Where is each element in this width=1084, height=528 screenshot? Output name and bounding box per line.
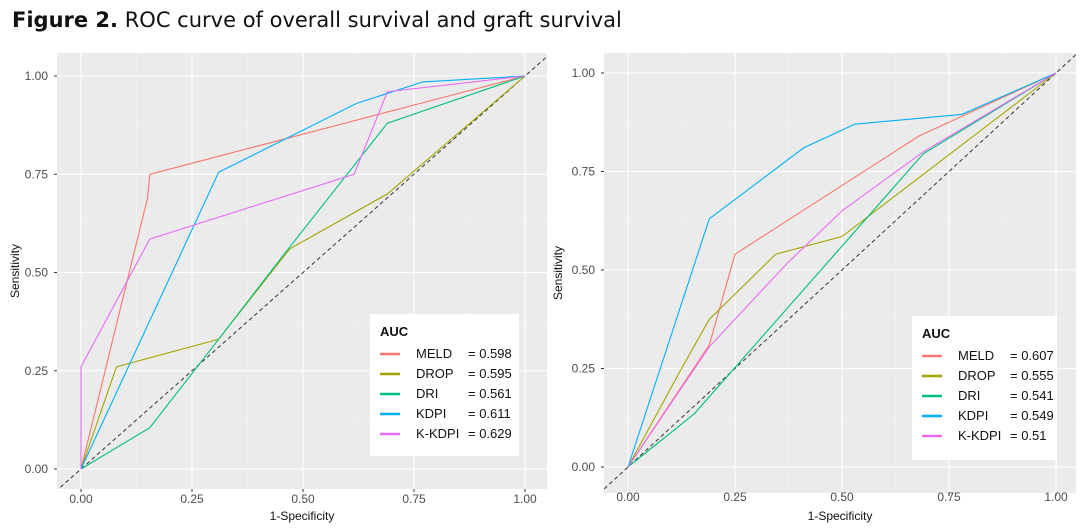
- legend-name: DROP: [958, 368, 996, 383]
- legend-name: MELD: [416, 346, 452, 361]
- series-line-dri: [627, 72, 1057, 468]
- plot-lines: [604, 53, 1076, 490]
- y-tick-label: 1.00: [25, 69, 49, 83]
- series-line-k-kdpi: [80, 75, 526, 469]
- reference-diagonal: [604, 53, 1076, 490]
- x-tick-label: 1.00: [1044, 490, 1068, 504]
- series-line-k-kdpi: [627, 72, 1057, 468]
- x-tick-label: 0.50: [291, 492, 315, 506]
- legend-name: DRI: [958, 388, 980, 403]
- legend-title: AUC: [380, 324, 409, 339]
- y-axis-label: Sensitivity: [8, 244, 22, 298]
- legend-auc-value: = 0.595: [468, 366, 512, 381]
- y-tick-label: 0.75: [25, 167, 49, 181]
- x-tick-label: 0.75: [937, 490, 961, 504]
- series-line-meld: [627, 72, 1057, 468]
- legend-auc-value: = 0.561: [468, 386, 512, 401]
- legend-auc-value: = 0.598: [468, 346, 512, 361]
- series-line-kdpi: [80, 75, 526, 470]
- legend-box: [370, 314, 519, 456]
- series-line-drop: [627, 72, 1057, 468]
- x-tick-label: 0.00: [616, 490, 640, 504]
- series-line-drop: [80, 75, 526, 470]
- x-tick-label: 0.25: [180, 492, 204, 506]
- x-axis-label: 1-Specificity: [808, 509, 873, 523]
- x-axis-label: 1-Specificity: [270, 509, 335, 523]
- plot-lines: [57, 55, 547, 489]
- legend-auc-value: = 0.51: [1010, 428, 1047, 443]
- series-line-kdpi: [627, 72, 1057, 468]
- legend: AUC MELD = 0.598 DROP = 0.595 DRI = 0.561 KDPI =…: [370, 314, 519, 456]
- y-tick-label: 0.75: [572, 165, 596, 179]
- legend-name: DROP: [416, 366, 454, 381]
- figure-caption: ROC curve of overall survival and graft …: [124, 8, 622, 32]
- reference-diagonal: [57, 55, 547, 489]
- legend-auc-value: = 0.541: [1010, 388, 1054, 403]
- legend-auc-value: = 0.549: [1010, 408, 1054, 423]
- legend-title: AUC: [922, 326, 951, 341]
- roc-chart-2: 0.00 0.25 0.50 0.75 1.00 0.00 0.25 0.50 0.75 1.00…: [551, 53, 1076, 523]
- legend-auc-value: = 0.611: [468, 406, 511, 421]
- y-tick-label: 0.00: [25, 462, 49, 476]
- legend-name: K-KDPI: [416, 426, 459, 441]
- series-line-dri: [80, 75, 526, 470]
- y-tick-label: 0.50: [572, 263, 596, 277]
- x-tick-label: 0.25: [723, 490, 747, 504]
- legend-auc-value: = 0.629: [468, 426, 512, 441]
- roc-chart-1: 0.00 0.25 0.50 0.75 1.00 0.00 0.25 0.50 0.75 1.00…: [8, 53, 547, 523]
- legend: AUC MELD = 0.607 DROP = 0.555 DRI = 0.541 KDPI =…: [912, 316, 1057, 460]
- y-tick-label: 0.25: [25, 364, 49, 378]
- y-tick-label: 1.00: [572, 66, 596, 80]
- y-tick-label: 0.25: [572, 362, 596, 376]
- y-tick-label: 0.50: [25, 266, 49, 280]
- series-line-meld: [80, 75, 526, 470]
- legend-auc-value: = 0.607: [1010, 348, 1054, 363]
- legend-name: KDPI: [416, 406, 446, 421]
- legend-name: MELD: [958, 348, 994, 363]
- y-axis-label: Sensitivity: [551, 246, 565, 300]
- legend-name: K-KDPI: [958, 428, 1001, 443]
- legend-name: KDPI: [958, 408, 988, 423]
- figure-title: Figure 2. ROC curve of overall survival …: [12, 8, 622, 32]
- y-tick-label: 0.00: [572, 460, 596, 474]
- legend-name: DRI: [416, 386, 438, 401]
- legend-auc-value: = 0.555: [1010, 368, 1054, 383]
- x-tick-label: 0.00: [69, 492, 93, 506]
- figure-label: Figure 2.: [12, 8, 119, 32]
- x-tick-label: 0.75: [402, 492, 426, 506]
- x-tick-label: 0.50: [830, 490, 854, 504]
- x-tick-label: 1.00: [513, 492, 537, 506]
